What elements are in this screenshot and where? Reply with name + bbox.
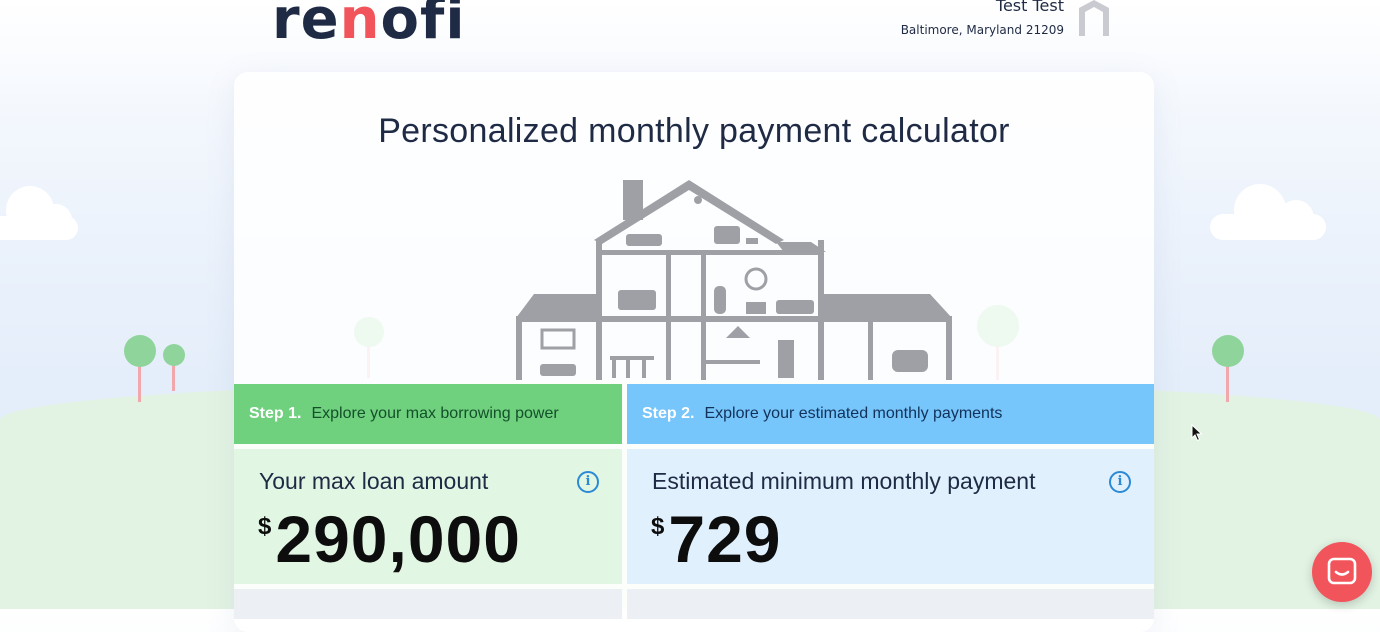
lower-panel-left <box>234 589 622 619</box>
step-2-header[interactable]: Step 2. Explore your estimated monthly p… <box>627 384 1154 444</box>
cloud-left-icon <box>0 186 78 240</box>
monthly-payment-title: Estimated minimum monthly payment <box>652 468 1036 494</box>
currency-symbol: $ <box>258 513 272 540</box>
info-icon[interactable]: i <box>1109 471 1131 493</box>
renofi-logo[interactable]: renofi <box>272 0 466 52</box>
header: renofi Test Test Baltimore, Maryland 212… <box>0 0 1380 60</box>
info-icon[interactable]: i <box>577 471 599 493</box>
house-avatar-icon[interactable] <box>1077 0 1111 36</box>
chat-launcher-button[interactable] <box>1312 542 1372 602</box>
tree-icon <box>124 335 156 402</box>
monthly-payment-panel: Estimated minimum monthly payment i $ 72… <box>627 449 1154 584</box>
monthly-payment-amount: $ 729 <box>651 503 781 575</box>
house-illustration-icon <box>516 180 952 380</box>
user-name: Test Test <box>995 0 1064 15</box>
step-number: Step 2. <box>642 405 695 422</box>
user-location: Baltimore, Maryland 21209 <box>900 23 1064 37</box>
cloud-right-icon <box>1210 184 1326 240</box>
lower-panel-right <box>627 589 1154 619</box>
mouse-pointer-icon <box>1191 424 1203 442</box>
chat-bubble-icon <box>1327 557 1357 585</box>
max-loan-title: Your max loan amount <box>259 468 489 494</box>
currency-symbol: $ <box>651 513 665 540</box>
monthly-payment-value: 729 <box>668 502 782 576</box>
page-title: Personalized monthly payment calculator <box>378 112 1010 150</box>
step-1-header[interactable]: Step 1. Explore your max borrowing power <box>234 384 622 444</box>
step-number: Step 1. <box>249 405 302 422</box>
step-label: Explore your max borrowing power <box>311 405 559 422</box>
max-loan-value: 290,000 <box>275 502 521 576</box>
tree-icon <box>1212 335 1244 402</box>
tree-icon <box>163 344 185 391</box>
max-loan-amount: $ 290,000 <box>258 503 521 575</box>
max-loan-panel: Your max loan amount i $ 290,000 <box>234 449 622 584</box>
step-label: Explore your estimated monthly payments <box>704 405 1003 422</box>
